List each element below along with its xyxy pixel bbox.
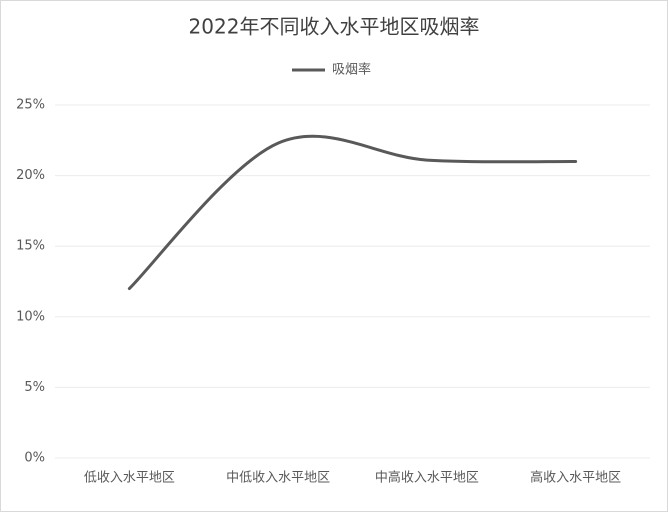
y-tick-label: 10% [16,309,45,324]
y-tick-label: 20% [16,168,45,183]
y-tick-label: 0% [24,451,45,466]
chart-title: 2022年不同收入水平地区吸烟率 [189,15,480,39]
y-tick-label: 5% [24,380,45,395]
y-tick-label: 15% [16,239,45,254]
legend-label: 吸烟率 [332,62,371,78]
x-tick-label: 中低收入水平地区 [226,471,330,486]
x-tick-label: 低收入水平地区 [84,471,175,486]
x-tick-label: 高收入水平地区 [530,470,621,486]
y-tick-label: 25% [16,98,45,113]
series-line [127,134,578,291]
x-tick-label: 中高收入水平地区 [375,470,479,486]
